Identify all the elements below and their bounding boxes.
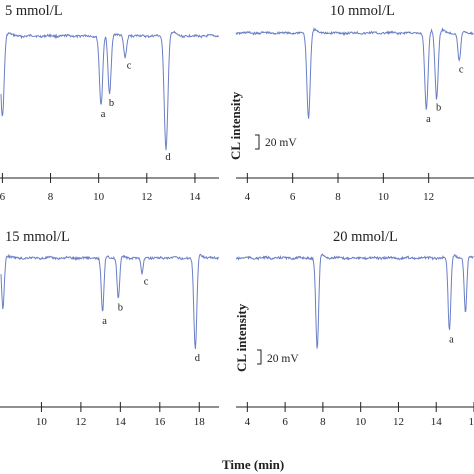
x-tick-label: 14 [189,191,201,203]
peak-label-c: c [144,277,149,288]
peak-label-b: b [118,302,123,313]
panel-20-mmol: 4 6 8 10 12 14 16 a 20 mmol/L CL intensity 20 … [234,229,474,428]
panel-title: 5 mmol/L [5,3,63,19]
x-tick-label: 6 [282,416,288,428]
x-tick-label: 16 [469,416,474,428]
scale-bar-label: 20 mV [267,353,299,365]
x-tick-label: 14 [115,416,127,428]
y-axis-label: CL intensity [234,303,249,372]
panel-5-mmol: 6 8 10 12 14 ab c d 5 mmol/L [0,3,220,203]
x-tick-label: 10 [36,416,48,428]
panel-title: 20 mmol/L [333,229,398,245]
x-tick-label: 12 [75,416,86,428]
x-ticks [40,402,200,412]
x-tick-label: 12 [141,191,152,203]
x-axis-label: Time (min) [222,457,284,472]
scale-bar [257,349,262,365]
x-tick-label: 10 [355,416,367,428]
scale-bar [255,134,260,150]
cl-trace [235,27,474,119]
x-tick-label: 12 [393,416,404,428]
peak-label-a: a [449,335,454,346]
cl-trace [235,253,474,349]
y-axis-label: CL intensity [228,91,243,160]
x-tick-labels: 10 12 14 16 18 [36,416,205,428]
peak-labels: ab c [426,65,464,125]
x-ticks [1,173,196,183]
peak-label-a: a [101,109,106,120]
panel-title: 15 mmol/L [5,229,70,245]
cl-trace [0,30,220,151]
peak-label-d: d [195,353,201,364]
peak-label-b: b [109,98,114,109]
peak-label-d: d [165,152,171,163]
peak-label-c: c [127,60,132,71]
scale-bar-label: 20 mV [265,137,297,149]
x-tick-label: 4 [245,191,251,203]
x-tick-label: 18 [194,416,206,428]
x-ticks [246,173,430,183]
panel-15-mmol: 10 12 14 16 18 ab c d 15 mmol/L [0,229,220,428]
x-tick-label: 6 [290,191,296,203]
panel-10-mmol: 4 6 8 10 12 ab c 10 mmol/L CL intensity 20 mV [228,3,474,203]
x-tick-label: 8 [335,191,341,203]
x-tick-labels: 6 8 10 12 14 [0,191,201,203]
x-tick-label: 16 [154,416,166,428]
peak-labels: a [449,335,454,346]
peak-label-a: a [102,316,107,327]
peak-label-b: b [436,103,441,114]
x-tick-label: 10 [378,191,390,203]
panel-title: 10 mmol/L [330,3,395,19]
x-tick-label: 8 [48,191,54,203]
peak-label-a: a [426,114,431,125]
x-tick-labels: 4 6 8 10 12 [245,191,435,203]
x-tick-label: 14 [431,416,443,428]
peak-label-c: c [459,65,464,76]
x-tick-label: 4 [245,416,251,428]
x-tick-label: 10 [93,191,105,203]
cl-trace [0,253,220,350]
peak-labels: ab c d [101,60,172,163]
x-tick-label: 12 [423,191,434,203]
x-tick-label: 8 [320,416,326,428]
x-tick-label: 6 [0,191,6,203]
x-ticks [246,402,474,412]
x-tick-labels: 4 6 8 10 12 14 16 [245,416,474,428]
peak-labels: ab c d [102,277,200,364]
